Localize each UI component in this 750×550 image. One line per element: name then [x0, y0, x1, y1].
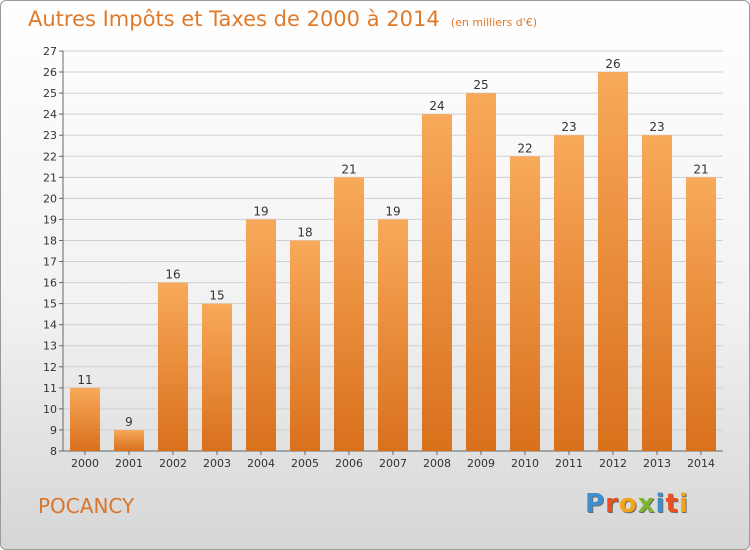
logo-letter: i — [678, 489, 689, 519]
chart-title: Autres Impôts et Taxes de 2000 à 2014 (e… — [28, 7, 537, 31]
y-tick-label: 15 — [43, 298, 57, 311]
y-tick-label: 9 — [50, 424, 57, 437]
value-label-2014: 21 — [693, 162, 708, 176]
bar-2003 — [202, 303, 232, 451]
proxiti-logo[interactable]: Proxiti — [585, 489, 689, 519]
x-tick-label-2001: 2001 — [115, 457, 143, 470]
y-tick-label: 21 — [43, 171, 57, 184]
logo-letter: o — [618, 489, 638, 519]
y-tick-label: 22 — [43, 150, 57, 163]
value-label-2010: 22 — [517, 141, 532, 155]
y-tick-label: 17 — [43, 256, 57, 269]
value-label-2004: 19 — [253, 204, 268, 218]
bar-2012 — [598, 72, 628, 451]
bar-2008 — [422, 114, 452, 451]
x-tick-label-2013: 2013 — [643, 457, 671, 470]
logo-letter: P — [585, 489, 606, 519]
bar-2010 — [510, 156, 540, 451]
x-tick-label-2004: 2004 — [247, 457, 275, 470]
value-label-2011: 23 — [561, 120, 576, 134]
bar-2002 — [158, 282, 188, 451]
bar-2006 — [334, 177, 364, 451]
bar-2013 — [642, 135, 672, 452]
x-tick-label-2011: 2011 — [555, 457, 583, 470]
x-tick-label-2003: 2003 — [203, 457, 231, 470]
bar-2011 — [554, 135, 584, 452]
value-label-2009: 25 — [473, 78, 488, 92]
x-tick-label-2010: 2010 — [511, 457, 539, 470]
x-tick-label-2006: 2006 — [335, 457, 363, 470]
value-label-2003: 15 — [209, 289, 224, 303]
y-tick-label: 27 — [43, 45, 57, 58]
value-label-2000: 11 — [77, 373, 92, 387]
bar-2009 — [466, 93, 496, 452]
value-label-2001: 9 — [125, 415, 133, 429]
bar-2007 — [378, 219, 408, 451]
value-label-2007: 19 — [385, 204, 400, 218]
value-label-2012: 26 — [605, 57, 620, 71]
chart-unit: (en milliers d'€) — [450, 16, 538, 29]
y-tick-label: 11 — [43, 382, 57, 395]
chart-title-text: Autres Impôts et Taxes de 2000 à 2014 — [28, 7, 440, 31]
y-tick-label: 16 — [43, 277, 57, 290]
logo-letter: r — [605, 489, 619, 519]
logo-letter: i — [655, 489, 666, 519]
bar-2000 — [70, 387, 100, 451]
labels: 8 9 10 11 12 13 14 15 16 17 18 19 20 21 22 23 24 25 26 27 11… — [43, 45, 715, 470]
value-label-2005: 18 — [297, 225, 312, 239]
y-tick-label: 25 — [43, 87, 57, 100]
x-tick-label-2014: 2014 — [687, 457, 715, 470]
y-tick-label: 10 — [43, 403, 57, 416]
y-tick-label: 23 — [43, 129, 57, 142]
bar-2005 — [290, 240, 320, 451]
y-tick-label: 26 — [43, 66, 57, 79]
x-tick-label-2009: 2009 — [467, 457, 495, 470]
bar-2001 — [114, 429, 144, 451]
x-tick-label-2005: 2005 — [291, 457, 319, 470]
bars — [70, 72, 716, 452]
x-tick-label-2000: 2000 — [71, 457, 99, 470]
y-tick-label: 12 — [43, 361, 57, 374]
x-tick-label-2008: 2008 — [423, 457, 451, 470]
x-tick-label-2012: 2012 — [599, 457, 627, 470]
y-tick-label: 19 — [43, 213, 57, 226]
value-label-2008: 24 — [429, 99, 444, 113]
y-tick-label: 24 — [43, 108, 57, 121]
y-tick-label: 8 — [50, 445, 57, 458]
y-tick-label: 13 — [43, 340, 57, 353]
value-label-2002: 16 — [165, 268, 180, 282]
value-label-2006: 21 — [341, 162, 356, 176]
x-tick-label-2007: 2007 — [379, 457, 407, 470]
logo-letter: t — [665, 489, 679, 519]
logo-letter: x — [637, 489, 656, 519]
x-tick-label-2002: 2002 — [159, 457, 187, 470]
y-tick-label: 18 — [43, 234, 57, 247]
bar-2004 — [246, 219, 276, 451]
y-tick-label: 20 — [43, 192, 57, 205]
y-tick-label: 14 — [43, 319, 57, 332]
bar-2014 — [686, 177, 716, 451]
commune-name: POCANCY — [38, 494, 135, 518]
value-label-2013: 23 — [649, 120, 664, 134]
